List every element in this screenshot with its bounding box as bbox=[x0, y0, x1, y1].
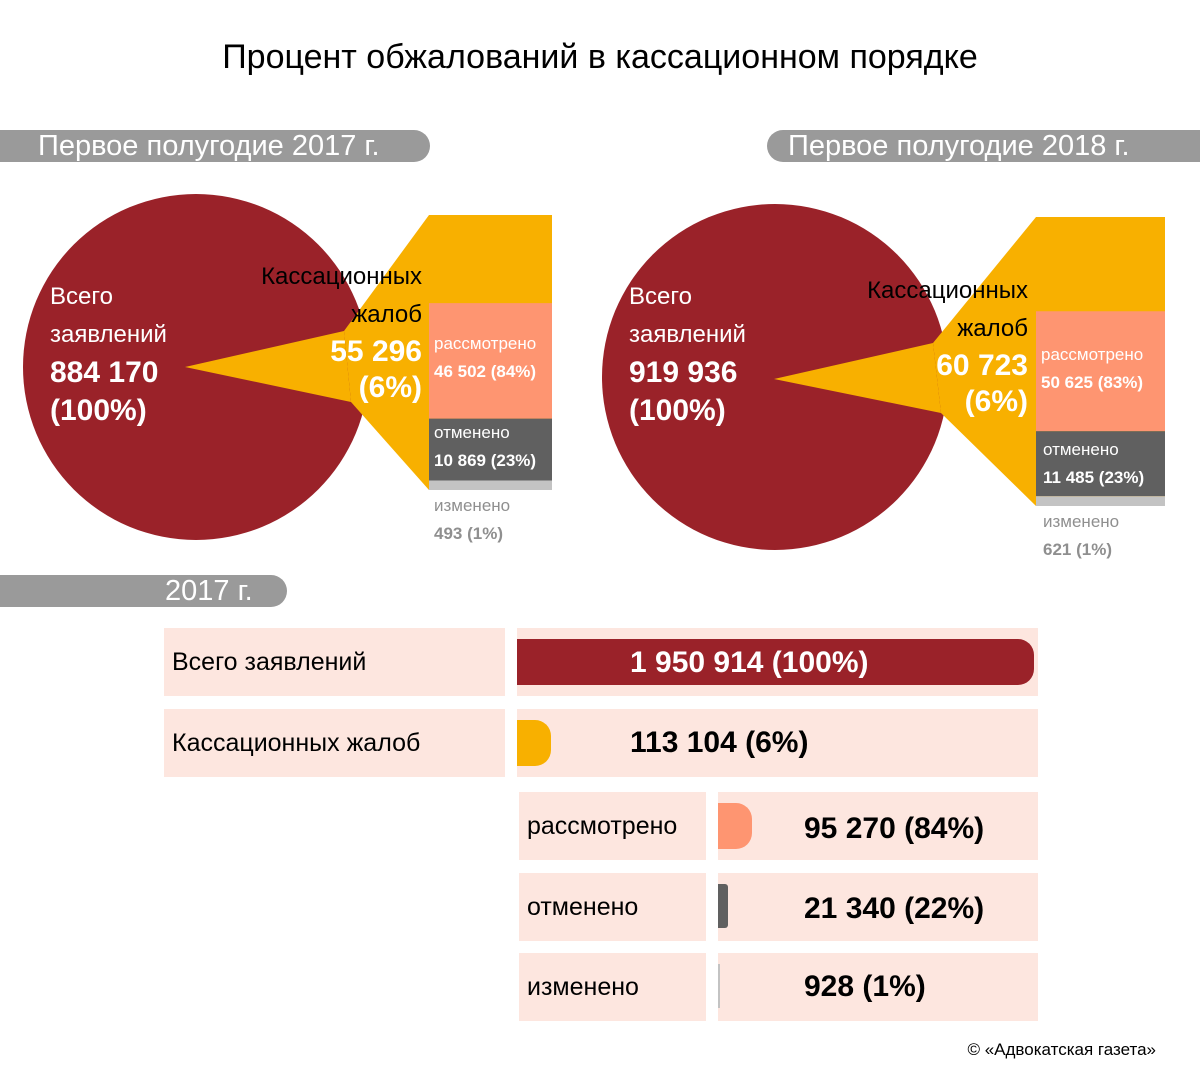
pie-2018-total-label-line1: Всего bbox=[629, 283, 692, 310]
pie-2018-cass-pct: (6%) bbox=[964, 385, 1028, 418]
pie-2017-reviewed-value: 46 502 (84%) bbox=[434, 362, 537, 381]
row-cancelled-value: 21 340 (22%) bbox=[804, 892, 985, 925]
breakdown-2018-segment-reviewed bbox=[1036, 311, 1165, 432]
pie-2018-total bbox=[602, 204, 948, 550]
row-total-value: 1 950 914 (100%) bbox=[630, 646, 869, 679]
row-total-bar bbox=[517, 639, 1034, 685]
header-2018-half: Первое полугодие 2018 г. bbox=[767, 130, 1200, 162]
pie-2018-changed: изменено 621 (1%) bbox=[1043, 508, 1119, 564]
pie-2017-total-label-line2: заявлений bbox=[50, 321, 167, 348]
row-reviewed-label: рассмотрено bbox=[519, 792, 706, 860]
pie-2018-cass-value: 60 723 bbox=[936, 349, 1028, 382]
row-total-label: Всего заявлений bbox=[164, 628, 505, 696]
pie-2018-cancelled: отменено 11 485 (23%) bbox=[1043, 436, 1144, 492]
pie-2018-cass-label-line1: Кассационных bbox=[867, 277, 1028, 304]
breakdown-2017-segment-reviewed bbox=[429, 303, 552, 419]
credit-text: © «Адвокатская газета» bbox=[967, 1040, 1156, 1059]
row-changed-bar bbox=[718, 964, 721, 1008]
pie-2018-reviewed-label: рассмотрено bbox=[1041, 345, 1144, 364]
pie-2018-cass-label-line2: жалоб bbox=[957, 315, 1028, 342]
row-changed-track bbox=[718, 953, 1038, 1021]
pie-2018-reviewed: рассмотрено 50 625 (83%) bbox=[1041, 341, 1143, 397]
row-cancelled-bar bbox=[718, 884, 729, 928]
pie-2017-cassation-wedge bbox=[185, 331, 351, 402]
pie-2017-cass-pct: (6%) bbox=[358, 371, 422, 404]
row-reviewed-track bbox=[718, 792, 1038, 860]
pie-2017-cass-label: Кассационных жалоб 55 296 (6%) bbox=[222, 258, 422, 406]
pie-2017-total-label-line1: Всего bbox=[50, 283, 113, 310]
header-2017-year: 2017 г. bbox=[0, 575, 287, 607]
pie-2017-total-label: Всего заявлений 884 170 (100%) bbox=[50, 278, 167, 430]
row-cassation-label: Кассационных жалоб bbox=[164, 709, 505, 777]
breakdown-2017-segment-changed bbox=[429, 480, 552, 490]
header-2017-half: Первое полугодие 2017 г. bbox=[0, 130, 430, 162]
page-title: Процент обжалований в кассационном поряд… bbox=[222, 38, 978, 76]
pie-2018-cassation-wedge bbox=[774, 343, 941, 413]
row-cancelled-label: отменено bbox=[519, 873, 706, 941]
pie-2018-cancelled-value: 11 485 (23%) bbox=[1043, 468, 1145, 487]
pie-2017-changed: изменено 493 (1%) bbox=[434, 492, 510, 548]
pie-2017-total-pct: (100%) bbox=[50, 394, 147, 427]
funnel-2018 bbox=[933, 217, 1036, 506]
breakdown-2018-segment-changed bbox=[1036, 496, 1165, 506]
pie-2018-total-value: 919 936 bbox=[629, 356, 738, 389]
pie-2018-cass-label: Кассационных жалоб 60 723 (6%) bbox=[828, 272, 1028, 420]
pie-2017-cancelled-value: 10 869 (23%) bbox=[434, 451, 537, 470]
row-cassation-value: 113 104 (6%) bbox=[630, 726, 809, 759]
row-reviewed-value: 95 270 (84%) bbox=[804, 812, 985, 845]
pie-2018-total-label-line2: заявлений bbox=[629, 321, 746, 348]
pie-2017-cancelled: отменено 10 869 (23%) bbox=[434, 419, 536, 475]
pie-2017-reviewed: рассмотрено 46 502 (84%) bbox=[434, 330, 536, 386]
pie-2017-cass-label-line2: жалоб bbox=[351, 301, 422, 328]
breakdown-2017-segment-cancelled bbox=[429, 418, 552, 481]
pie-2017-cancelled-label: отменено bbox=[434, 423, 510, 442]
pie-2017-changed-label: изменено bbox=[434, 496, 511, 515]
pie-2018-total-pct: (100%) bbox=[629, 394, 726, 427]
breakdown-2018-segment-cancelled bbox=[1036, 431, 1165, 497]
pie-2018-cancelled-label: отменено bbox=[1043, 440, 1119, 459]
pie-2018-reviewed-value: 50 625 (83%) bbox=[1041, 373, 1144, 392]
row-changed-value: 928 (1%) bbox=[804, 970, 926, 1003]
pie-2018-changed-value: 621 (1%) bbox=[1043, 540, 1112, 559]
row-cancelled-track bbox=[718, 873, 1038, 941]
pie-2017-total-value: 884 170 bbox=[50, 356, 159, 389]
pie-2017-reviewed-label: рассмотрено bbox=[434, 334, 537, 353]
row-reviewed-bar bbox=[718, 803, 753, 849]
funnel-2017 bbox=[344, 215, 429, 490]
pie-2017-changed-value: 493 (1%) bbox=[434, 524, 503, 543]
row-cassation-bar bbox=[517, 720, 552, 766]
pie-2017-cass-value: 55 296 bbox=[330, 335, 422, 368]
row-cassation-track bbox=[517, 709, 1038, 777]
pie-2018-total-label: Всего заявлений 919 936 (100%) bbox=[629, 278, 746, 430]
pie-2018-changed-label: изменено bbox=[1043, 512, 1120, 531]
row-changed-label: изменено bbox=[519, 953, 706, 1021]
pie-2017-cass-label-line1: Кассационных bbox=[261, 263, 422, 290]
